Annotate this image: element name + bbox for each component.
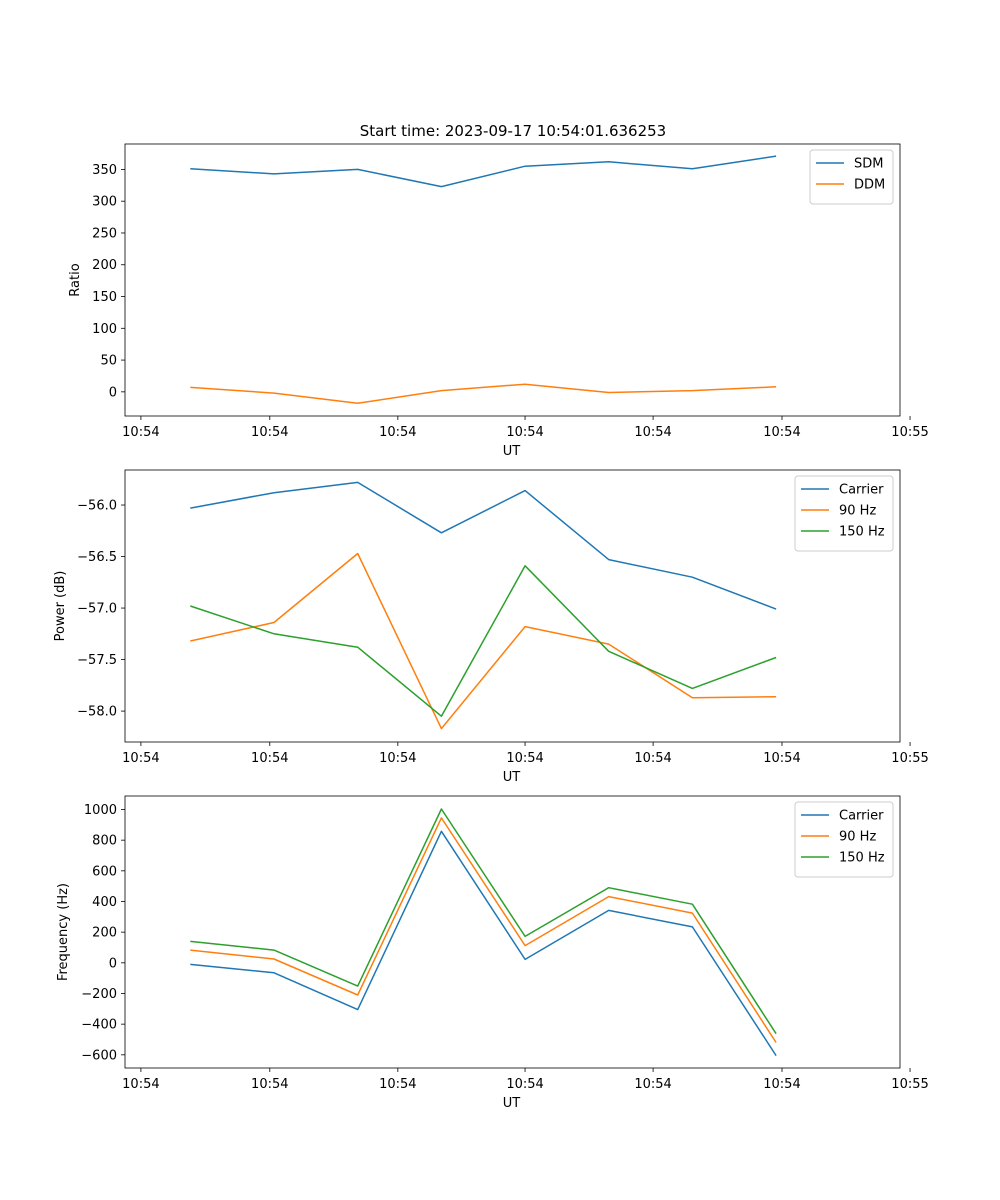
figure-title: Start time: 2023-09-17 10:54:01.636253 xyxy=(360,122,666,140)
x-axis-label: UT xyxy=(503,770,521,785)
y-tick-label: 350 xyxy=(92,163,117,178)
y-tick-label: 100 xyxy=(92,322,117,337)
x-axis-label: UT xyxy=(503,444,521,459)
y-tick-label: 0 xyxy=(109,956,117,971)
legend-label: Carrier xyxy=(839,483,884,498)
legend-label: Carrier xyxy=(839,809,884,824)
legend: SDM DDM xyxy=(809,149,894,205)
x-tick-label: 10:54 xyxy=(251,1077,288,1092)
y-tick-label: −600 xyxy=(81,1048,117,1063)
y-axis-label: Power (dB) xyxy=(53,571,68,642)
x-tick-label: 10:54 xyxy=(122,1077,159,1092)
x-tick-label: 10:54 xyxy=(379,425,416,440)
y-tick-label: 600 xyxy=(92,864,117,879)
y-tick-label: −57.5 xyxy=(77,653,117,668)
series-line-90-hz xyxy=(190,552,777,730)
plot-frame xyxy=(124,795,901,1069)
legend-label: 150 Hz xyxy=(839,851,885,866)
legend: Carrier 90 Hz 150 Hz xyxy=(794,801,894,878)
plot-frame xyxy=(124,469,901,743)
x-tick-label: 10:54 xyxy=(763,1077,800,1092)
y-tick-label: 1000 xyxy=(84,803,117,818)
y-axis-label: Ratio xyxy=(68,263,83,296)
x-tick-label: 10:55 xyxy=(891,751,928,766)
x-tick-label: 10:54 xyxy=(251,425,288,440)
x-tick-label: 10:54 xyxy=(763,751,800,766)
legend-label: DDM xyxy=(854,178,885,193)
y-tick-label: −400 xyxy=(81,1018,117,1033)
x-tick-label: 10:54 xyxy=(122,425,159,440)
legend-label: 90 Hz xyxy=(839,830,876,845)
y-axis-label: Frequency (Hz) xyxy=(56,883,71,981)
panel-2: 10:54 10:54 10:54 10:54 10:54 10:54 10:55 −58.0… xyxy=(53,469,929,785)
x-tick-label: 10:54 xyxy=(379,751,416,766)
series-line-ddm xyxy=(190,383,777,405)
y-tick-label: 250 xyxy=(92,226,117,241)
legend-box xyxy=(794,475,894,552)
series-line-150-hz xyxy=(190,808,777,1035)
y-tick-label: 800 xyxy=(92,834,117,849)
x-tick-label: 10:54 xyxy=(506,1077,543,1092)
series-line-150-hz xyxy=(190,565,777,717)
panel-3: 10:54 10:54 10:54 10:54 10:54 10:54 10:55 −600 −… xyxy=(56,795,929,1111)
x-tick-label: 10:55 xyxy=(891,1077,928,1092)
x-tick-label: 10:54 xyxy=(634,1077,671,1092)
x-tick-label: 10:54 xyxy=(506,425,543,440)
series-line-sdm xyxy=(190,155,777,188)
x-tick-label: 10:54 xyxy=(506,751,543,766)
y-tick-label: 50 xyxy=(100,354,117,369)
x-tick-label: 10:54 xyxy=(763,425,800,440)
legend-label: 90 Hz xyxy=(839,504,876,519)
y-tick-label: 300 xyxy=(92,195,117,210)
x-tick-label: 10:54 xyxy=(634,751,671,766)
x-tick-label: 10:54 xyxy=(379,1077,416,1092)
panel-1: 10:54 10:54 10:54 10:54 10:54 10:54 10:55 0 50 10… xyxy=(68,143,929,459)
legend-box xyxy=(794,801,894,878)
x-tick-label: 10:54 xyxy=(634,425,671,440)
x-axis-label: UT xyxy=(503,1096,521,1111)
y-tick-label: −56.5 xyxy=(77,550,117,565)
y-tick-label: 0 xyxy=(109,385,117,400)
legend-label: 150 Hz xyxy=(839,525,885,540)
plot-frame xyxy=(124,143,901,417)
legend: Carrier 90 Hz 150 Hz xyxy=(794,475,894,552)
y-tick-label: 200 xyxy=(92,258,117,273)
x-tick-label: 10:55 xyxy=(891,425,928,440)
y-tick-label: 400 xyxy=(92,895,117,910)
series-line-carrier xyxy=(190,481,777,610)
series-line-carrier xyxy=(190,830,777,1057)
y-tick-label: −200 xyxy=(81,987,117,1002)
x-tick-label: 10:54 xyxy=(122,751,159,766)
y-tick-label: −57.0 xyxy=(77,602,117,617)
y-tick-label: 150 xyxy=(92,290,117,305)
y-tick-label: 200 xyxy=(92,926,117,941)
y-tick-label: −56.0 xyxy=(77,499,117,514)
legend-label: SDM xyxy=(854,157,883,172)
x-tick-label: 10:54 xyxy=(251,751,288,766)
y-tick-label: −58.0 xyxy=(77,705,117,720)
series-line-90-hz xyxy=(190,817,777,1043)
